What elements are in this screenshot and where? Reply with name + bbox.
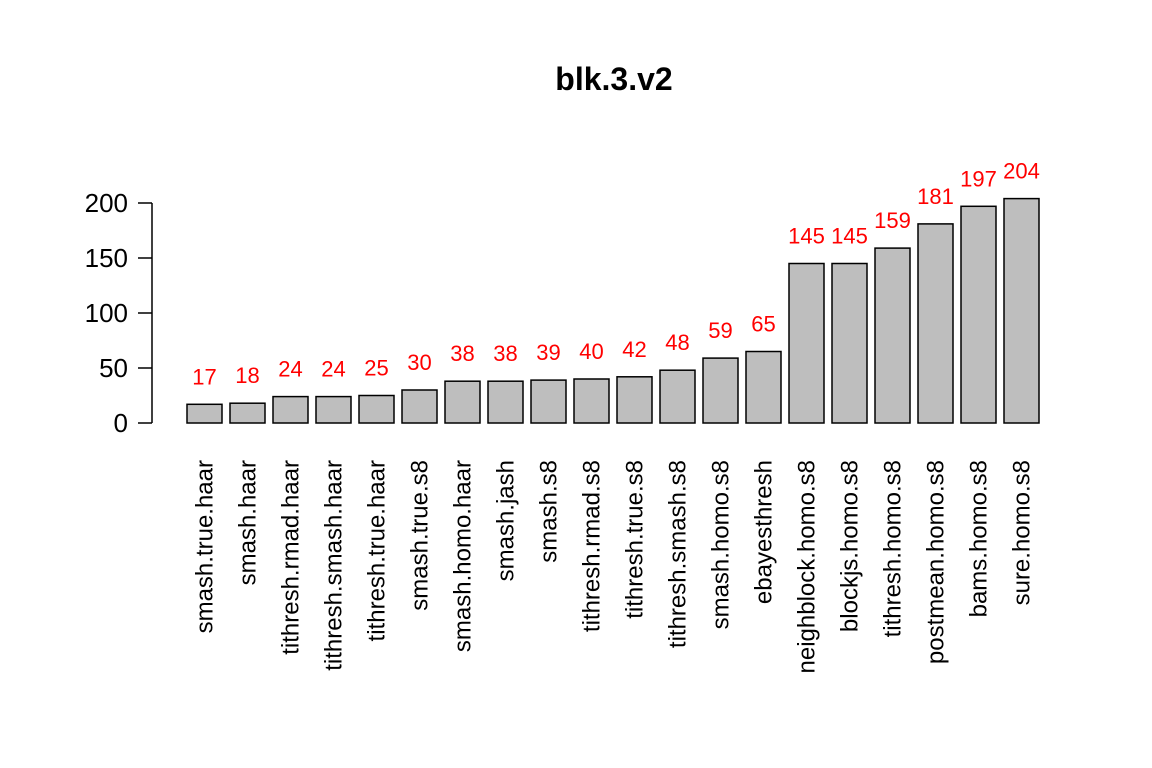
data-label: 65	[751, 312, 775, 337]
bars	[186, 197, 1040, 424]
data-label: 18	[235, 363, 259, 388]
category-label: smash.jash	[493, 460, 520, 581]
category-label: smash.true.s8	[407, 460, 434, 611]
category-label: tithresh.smash.s8	[665, 460, 692, 648]
category-label: blockjs.homo.s8	[837, 460, 864, 632]
bar	[917, 223, 954, 424]
category-label: smash.homo.haar	[450, 460, 477, 652]
bar	[788, 262, 825, 424]
data-label: 40	[579, 339, 603, 364]
data-label: 25	[364, 356, 388, 381]
data-label: 39	[536, 340, 560, 365]
bar	[960, 205, 997, 424]
y-tick-label: 150	[85, 243, 128, 273]
data-label: 204	[1003, 159, 1040, 184]
bar	[1003, 197, 1040, 424]
bar	[487, 380, 524, 424]
bar	[358, 394, 395, 424]
data-label: 145	[788, 224, 825, 249]
category-label: smash.true.haar	[192, 460, 219, 633]
y-tick-label: 50	[99, 353, 128, 383]
bar	[616, 376, 653, 424]
data-label: 38	[493, 341, 517, 366]
category-label: postmean.homo.s8	[923, 460, 950, 664]
category-labels: smash.true.haar smash.haar tithresh.rmad.h…	[192, 460, 1036, 673]
y-axis: 0 50 100 150 200	[85, 188, 153, 438]
bar	[401, 389, 438, 424]
data-label: 17	[192, 364, 216, 389]
category-label: tithresh.true.haar	[364, 460, 391, 641]
bar	[745, 350, 782, 424]
bar	[831, 262, 868, 424]
bar	[573, 378, 610, 424]
bar	[186, 403, 223, 424]
category-label: smash.s8	[536, 460, 563, 563]
category-label: tithresh.homo.s8	[880, 460, 907, 637]
data-label: 181	[917, 184, 954, 209]
category-label: sure.homo.s8	[1009, 460, 1036, 605]
data-label: 197	[960, 166, 997, 191]
bar	[444, 380, 481, 424]
data-label: 42	[622, 337, 646, 362]
data-label: 30	[407, 350, 431, 375]
data-label: 38	[450, 341, 474, 366]
category-label: neighblock.homo.s8	[794, 460, 821, 673]
category-label: tithresh.rmad.haar	[278, 460, 305, 655]
category-label: bams.homo.s8	[966, 460, 993, 617]
data-label: 145	[831, 224, 868, 249]
category-label: smash.haar	[235, 460, 262, 585]
category-label: tithresh.smash.haar	[321, 460, 348, 671]
category-label: tithresh.rmad.s8	[579, 460, 606, 632]
y-tick-label: 0	[114, 408, 128, 438]
data-label: 24	[278, 357, 302, 382]
bar	[530, 379, 567, 424]
chart-title: blk.3.v2	[555, 61, 672, 97]
category-label: tithresh.true.s8	[622, 460, 649, 619]
data-label: 48	[665, 330, 689, 355]
data-label: 159	[874, 208, 911, 233]
y-tick-label: 100	[85, 298, 128, 328]
bar	[874, 247, 911, 424]
bar	[702, 357, 739, 424]
bar	[659, 369, 696, 424]
y-tick-label: 200	[85, 188, 128, 218]
bar	[272, 395, 309, 424]
category-label: smash.homo.s8	[708, 460, 735, 629]
bar	[229, 402, 266, 424]
category-label: ebayesthresh	[751, 460, 778, 604]
data-label: 24	[321, 357, 345, 382]
data-label: 59	[708, 318, 732, 343]
bar	[315, 395, 352, 424]
